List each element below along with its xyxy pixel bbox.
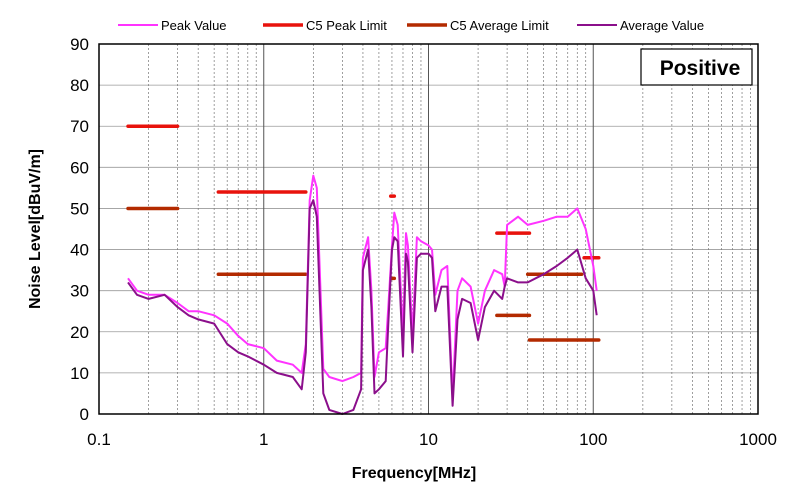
- x-tick-label: 1000: [739, 430, 777, 449]
- limit-lines: [126, 124, 601, 342]
- series-line: [127, 174, 598, 399]
- x-tick-label: 10: [419, 430, 438, 449]
- y-tick-label: 40: [70, 241, 89, 260]
- y-tick-label: 0: [80, 405, 89, 424]
- legend-label: C5 Peak Limit: [306, 18, 387, 33]
- x-tick-label: 1: [259, 430, 268, 449]
- y-tick-label: 60: [70, 158, 89, 177]
- y-tick-label: 10: [70, 364, 89, 383]
- x-tick-label: 0.1: [87, 430, 111, 449]
- y-tick-label: 30: [70, 282, 89, 301]
- legend-label: C5 Average Limit: [450, 18, 549, 33]
- x-axis-title: Frequency[MHz]: [352, 465, 476, 482]
- y-tick-label: 50: [70, 199, 89, 218]
- x-tick-labels: 0.1 1 10 100 1000: [87, 430, 777, 449]
- y-axis-title: Noise Level[dBuV/m]: [27, 149, 44, 309]
- measurement-lines: [127, 174, 598, 415]
- series-line: [127, 199, 598, 415]
- y-tick-label: 70: [70, 117, 89, 136]
- annotation-text: Positive: [660, 57, 741, 80]
- y-tick-label: 80: [70, 76, 89, 95]
- y-tick-label: 20: [70, 323, 89, 342]
- annotation-box: [640, 48, 753, 86]
- annotation-badge: Positive: [640, 48, 753, 86]
- legend-label: Peak Value: [161, 18, 227, 33]
- legend-label: Average Value: [620, 18, 704, 33]
- y-tick-labels: 0 10 20 30 40 50 60 70 80 90: [70, 35, 89, 424]
- x-tick-label: 100: [579, 430, 607, 449]
- y-tick-label: 90: [70, 35, 89, 54]
- legend: Peak Value C5 Peak Limit C5 Average Limit A…: [118, 18, 704, 33]
- plot-border: [98, 43, 759, 415]
